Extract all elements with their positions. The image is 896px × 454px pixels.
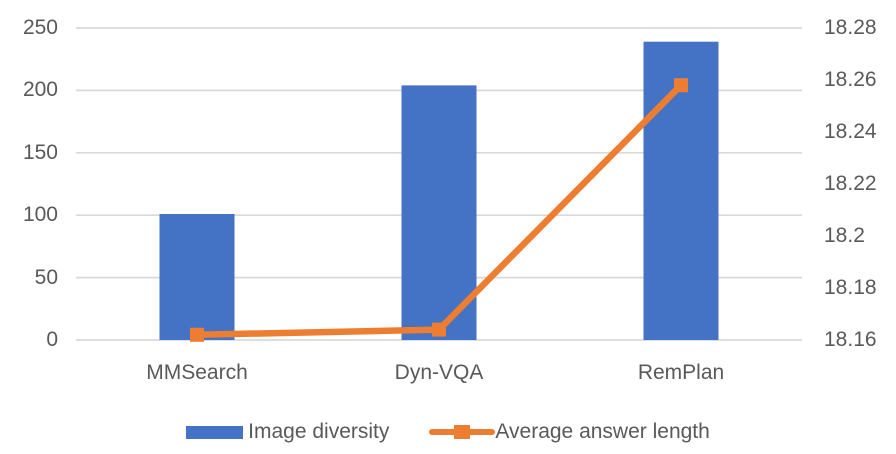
category-label-remplan: RemPlan xyxy=(637,361,725,384)
legend-item-image-diversity: Image diversity xyxy=(186,420,389,444)
right-axis-tick-label: 18.18 xyxy=(824,276,877,299)
right-axis-tick-label: 18.2 xyxy=(824,224,865,247)
legend-bar-swatch xyxy=(186,425,244,439)
bar-mmsearch xyxy=(159,214,235,340)
marker-remplan xyxy=(674,78,688,93)
right-axis-tick-label: 18.16 xyxy=(824,328,877,351)
legend: Image diversity Average answer length xyxy=(0,417,896,447)
left-axis-tick-label: 200 xyxy=(22,78,58,101)
right-axis-tick-label: 18.28 xyxy=(824,16,877,39)
left-axis-tick-label: 50 xyxy=(34,266,58,289)
marker-dyn-vqa xyxy=(432,322,446,337)
legend-square-marker-glyph xyxy=(454,425,471,439)
left-axis-tick-label: 0 xyxy=(46,328,58,351)
right-axis-tick-label: 18.26 xyxy=(824,68,877,91)
category-label-mmsearch: MMSearch xyxy=(146,361,248,384)
left-axis-tick-label: 250 xyxy=(22,16,58,39)
legend-label-image-diversity: Image diversity xyxy=(248,420,390,443)
left-axis-tick-label: 100 xyxy=(22,203,58,226)
legend-item-average-answer-length: Average answer length xyxy=(429,420,710,444)
right-axis-tick-label: 18.24 xyxy=(824,120,877,143)
category-label-dyn-vqa: Dyn-VQA xyxy=(394,361,484,384)
legend-label-average-answer-length: Average answer length xyxy=(495,420,710,443)
marker-mmsearch xyxy=(190,327,204,342)
bar-dyn-vqa xyxy=(401,85,477,341)
left-axis-tick-label: 150 xyxy=(22,141,58,164)
right-axis-tick-label: 18.22 xyxy=(824,172,877,195)
legend-line-swatch xyxy=(429,424,496,440)
